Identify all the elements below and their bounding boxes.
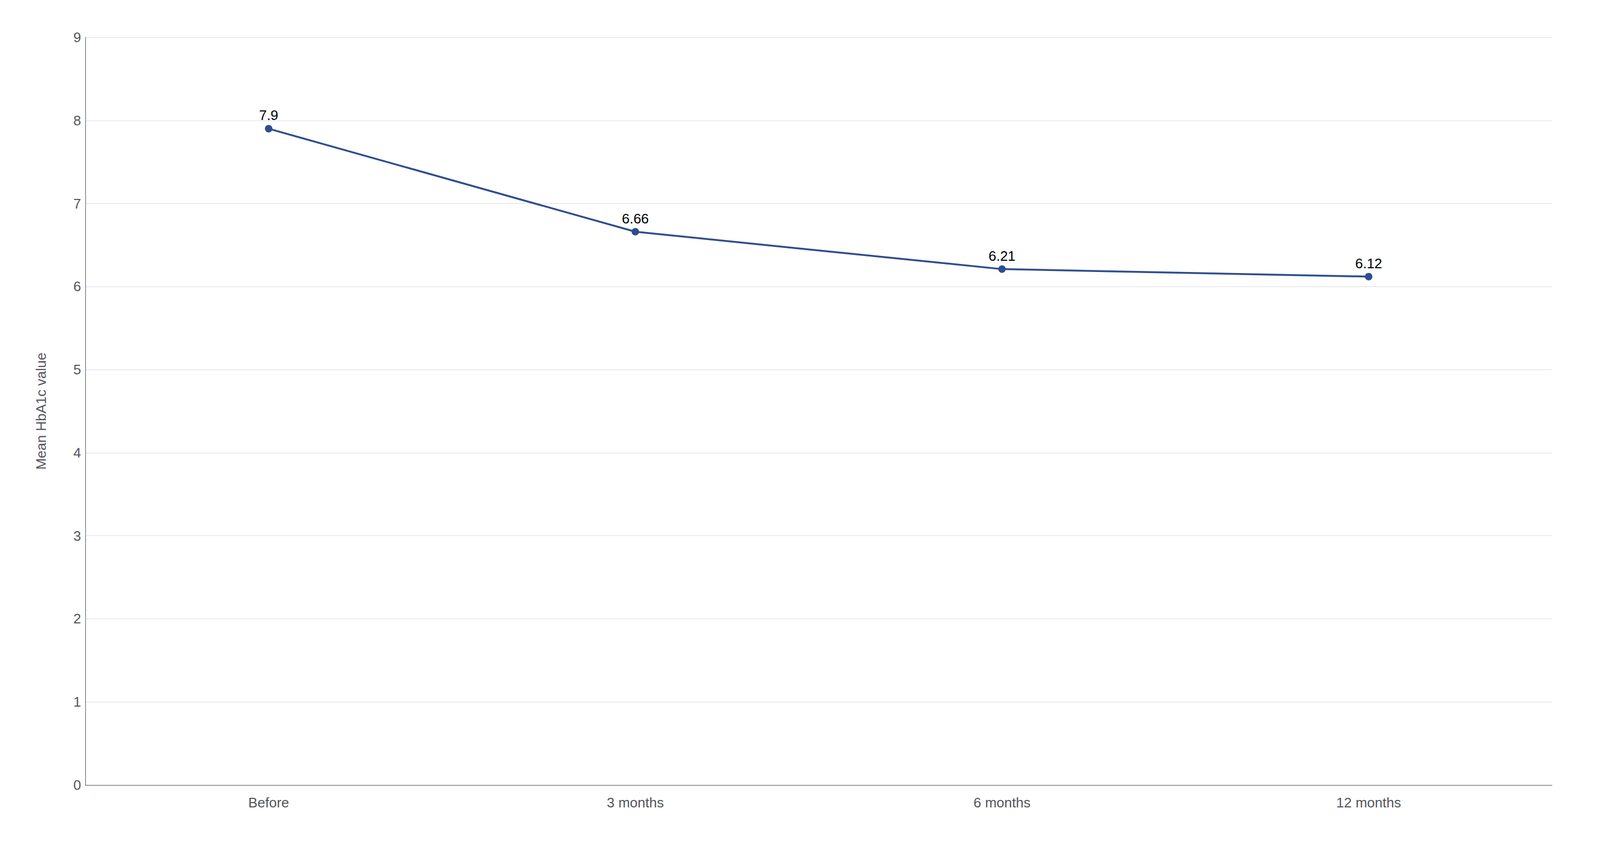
- svg-text:12 months: 12 months: [1336, 794, 1402, 811]
- svg-text:4: 4: [73, 444, 82, 461]
- svg-text:3 months: 3 months: [606, 794, 664, 811]
- svg-text:6: 6: [73, 278, 82, 295]
- svg-text:6.12: 6.12: [1355, 255, 1383, 272]
- svg-text:8: 8: [73, 112, 82, 129]
- svg-text:6 months: 6 months: [973, 794, 1031, 811]
- svg-text:0: 0: [73, 777, 82, 794]
- svg-text:7.9: 7.9: [259, 107, 279, 124]
- svg-text:9: 9: [73, 29, 82, 46]
- svg-text:Before: Before: [248, 794, 290, 811]
- svg-text:5: 5: [73, 361, 82, 378]
- svg-text:1: 1: [73, 693, 82, 710]
- svg-text:6.66: 6.66: [621, 210, 650, 227]
- svg-text:3: 3: [73, 528, 82, 544]
- svg-text:6.21: 6.21: [988, 248, 1016, 264]
- svg-text:2: 2: [73, 610, 82, 627]
- svg-text:7: 7: [73, 195, 82, 212]
- svg-text:Mean HbA1c value: Mean HbA1c value: [33, 352, 50, 470]
